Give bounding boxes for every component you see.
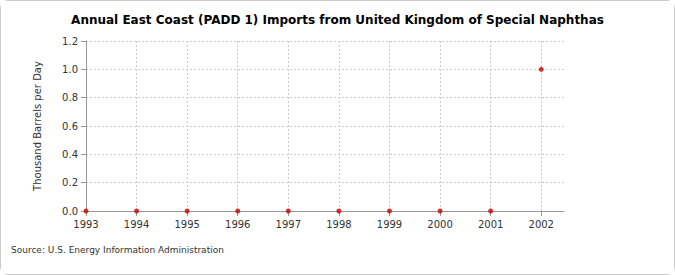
svg-text:1998: 1998: [326, 219, 351, 230]
svg-text:0.4: 0.4: [62, 149, 78, 160]
svg-text:1994: 1994: [124, 219, 149, 230]
svg-text:1999: 1999: [377, 219, 402, 230]
svg-text:2002: 2002: [529, 219, 554, 230]
svg-text:2001: 2001: [478, 219, 503, 230]
svg-text:0.6: 0.6: [62, 121, 78, 132]
svg-text:0.8: 0.8: [62, 92, 78, 103]
svg-text:1996: 1996: [225, 219, 250, 230]
svg-text:1.0: 1.0: [62, 64, 78, 75]
svg-text:2000: 2000: [427, 219, 452, 230]
svg-text:Annual East Coast (PADD 1) Imp: Annual East Coast (PADD 1) Imports from …: [71, 13, 604, 27]
svg-text:1.2: 1.2: [62, 36, 78, 47]
svg-text:Source: U.S. Energy Informatio: Source: U.S. Energy Information Administ…: [11, 245, 224, 255]
svg-text:1993: 1993: [73, 219, 98, 230]
svg-text:0.2: 0.2: [62, 177, 78, 188]
svg-text:1995: 1995: [174, 219, 199, 230]
svg-text:1997: 1997: [276, 219, 301, 230]
svg-text:Thousand Barrels per Day: Thousand Barrels per Day: [32, 61, 43, 192]
svg-text:0.0: 0.0: [62, 206, 78, 217]
